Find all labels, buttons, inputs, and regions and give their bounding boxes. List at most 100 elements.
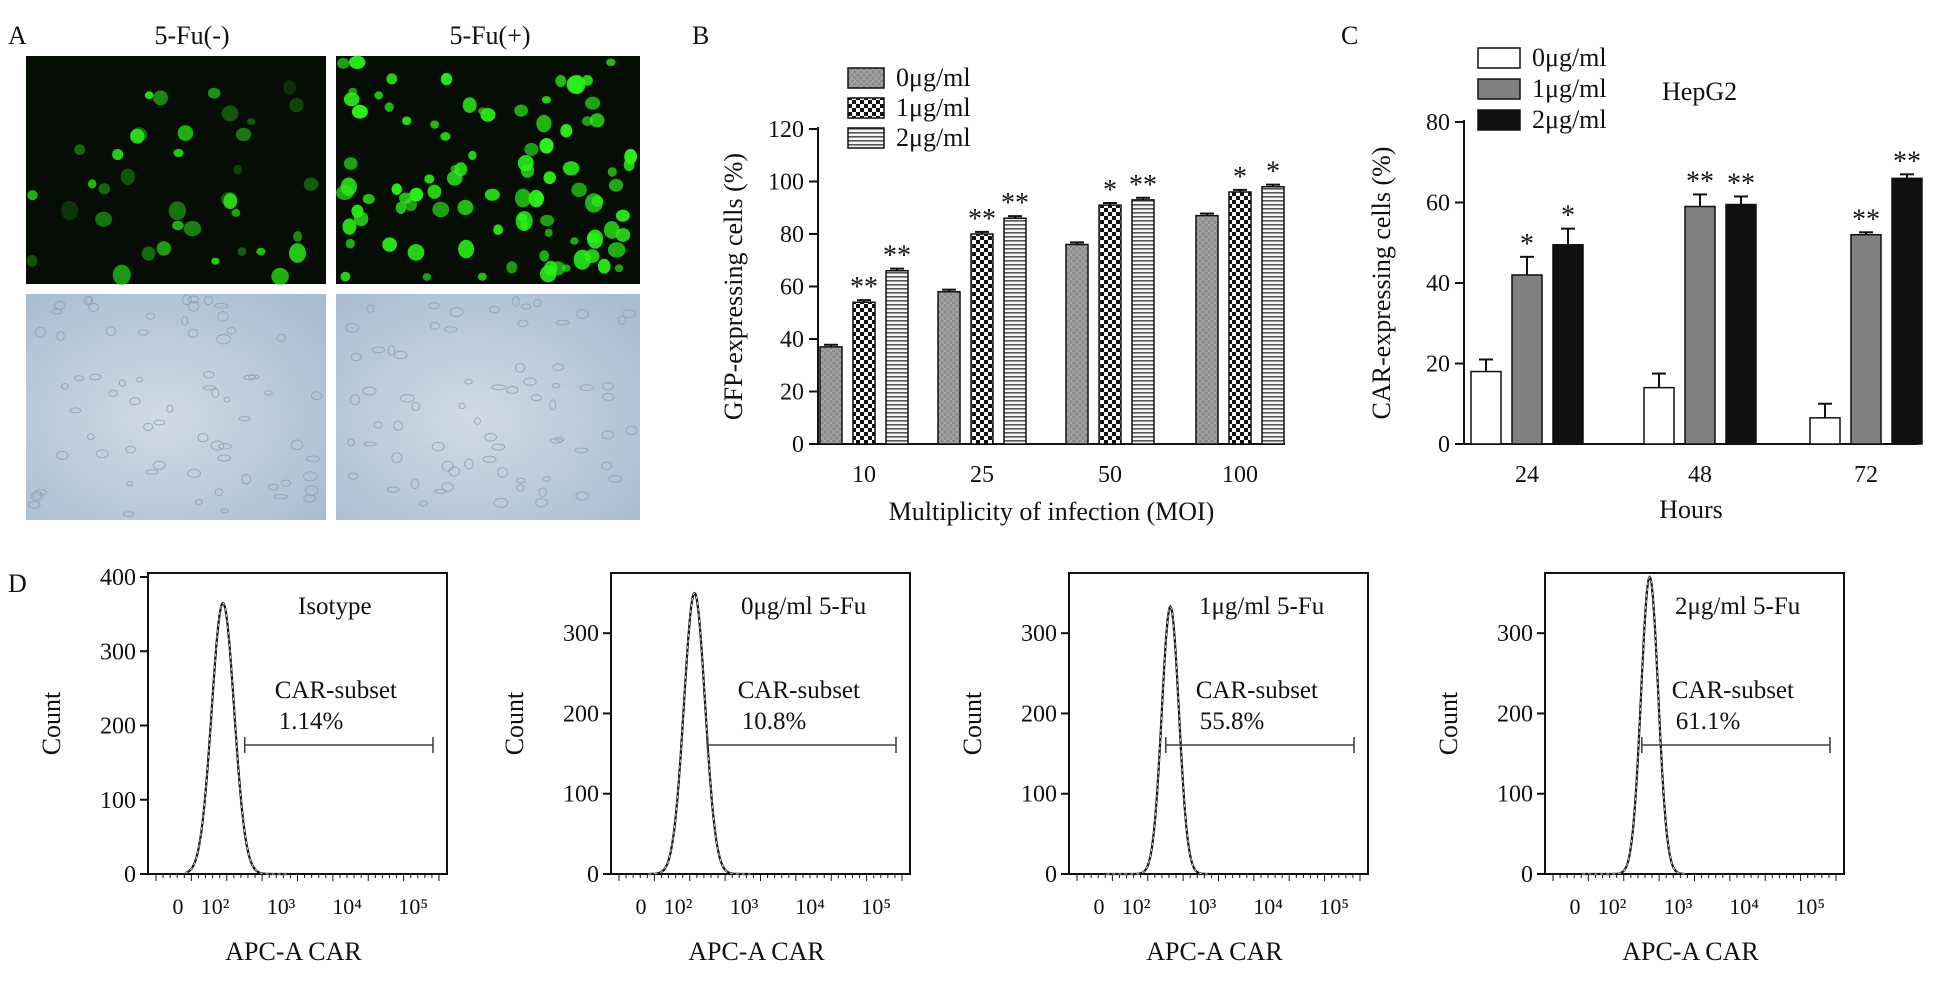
y-tick-label: 100 — [1021, 782, 1057, 808]
significance-mark: * — [1266, 157, 1280, 188]
bar — [970, 233, 994, 445]
x-tick-label: 0 — [173, 894, 184, 919]
brightfield-cell — [533, 298, 542, 308]
y-tick-label: 0 — [124, 862, 136, 888]
fluorescent-cell — [343, 92, 360, 107]
y-tick-label: 300 — [1021, 621, 1057, 647]
y-tick-label: 40 — [780, 327, 804, 353]
brightfield-cell — [122, 511, 135, 517]
brightfield-cell — [549, 399, 557, 411]
brightfield-cell — [482, 455, 497, 463]
fluorescent-cell — [450, 165, 460, 173]
fluorescent-cell — [581, 75, 593, 86]
gate-percent: 1.14% — [279, 708, 344, 735]
y-tick-label: 100 — [768, 170, 804, 196]
brightfield-cell — [217, 311, 229, 322]
x-tick-label: 100 — [1222, 462, 1258, 488]
brightfield-cell — [347, 438, 355, 447]
brightfield-cell — [579, 384, 595, 392]
brightfield-cell — [145, 312, 156, 320]
fluorescent-cell — [61, 200, 79, 221]
fluorescent-cell — [506, 261, 518, 274]
y-tick-label: 200 — [100, 714, 136, 740]
brightfield-cell — [310, 391, 323, 401]
fluorescent-cell — [144, 91, 154, 100]
brightfield-cell — [56, 450, 69, 460]
gate-label: CAR-subset — [1672, 677, 1794, 704]
brightfield-cell — [484, 433, 498, 442]
chart-d: D 0 100 200 300 400 0 10² 10³ 10⁴ 10⁵ Count APC-A CA… — [8, 565, 1845, 966]
fluor-cells-control — [26, 80, 319, 286]
fluorescent-cell — [343, 157, 358, 170]
brightfield-cell — [363, 441, 377, 447]
fluorescent-cell — [342, 218, 357, 235]
brightfield-cell — [304, 485, 319, 496]
brightfield-cell — [410, 478, 419, 490]
fluorescent-cell — [120, 168, 135, 185]
bar — [1684, 205, 1716, 445]
col-label-treated: 5-Fu(+) — [449, 21, 530, 50]
brightfield-cell — [602, 392, 615, 401]
fluorescent-cell — [568, 74, 586, 95]
fluorescent-cell — [345, 238, 355, 249]
brightfield-cell — [538, 487, 548, 498]
y-axis-label: Count — [37, 691, 66, 755]
brightfield-cell — [393, 420, 404, 431]
brightfield-cell — [280, 479, 291, 487]
fluorescent-cell — [402, 116, 412, 126]
bar — [819, 346, 843, 445]
brightfield-cell — [350, 352, 362, 362]
x-tick-label: 0 — [1570, 894, 1581, 919]
brightfield-cell — [187, 328, 199, 338]
brightfield-cell — [86, 433, 95, 441]
brightfield-cell — [386, 486, 400, 493]
brightfield-cell — [601, 461, 613, 471]
x-tick-label: 10⁵ — [861, 894, 891, 919]
fluorescent-cell — [427, 184, 442, 199]
fluorescent-cell — [585, 193, 603, 213]
y-tick-label: 120 — [768, 117, 804, 143]
fluorescent-cell — [362, 193, 375, 205]
brightfield-cell — [187, 468, 202, 478]
brightfield-cell — [617, 315, 627, 325]
x-tick-label: 10⁵ — [398, 894, 428, 919]
x-tick-label: 10 — [852, 462, 876, 488]
fluorescent-cell — [391, 183, 402, 195]
brightfield-cell — [273, 494, 288, 500]
brightfield-cell — [493, 497, 509, 508]
significance-mark: ** — [1852, 204, 1880, 235]
brightfield-cell — [576, 309, 589, 320]
bar — [1261, 186, 1285, 445]
fluorescent-cell — [468, 150, 477, 161]
bar — [1065, 243, 1089, 445]
fluorescent-cell — [407, 244, 425, 261]
fluorescent-cell — [543, 171, 556, 185]
brightfield-cell — [126, 481, 134, 487]
panel-letter: C — [1341, 21, 1358, 50]
panel-letter: D — [8, 569, 27, 598]
brightfield-cell — [458, 402, 466, 410]
y-axis-label: CAR-expressing cells (%) — [1367, 147, 1396, 420]
fluorescent-cell — [540, 265, 557, 283]
brightfield-cell — [542, 476, 551, 482]
fluorescent-cell — [340, 271, 351, 282]
fluorescent-cell — [173, 148, 184, 158]
brightfield-cell — [61, 383, 69, 390]
brightfield-cell — [441, 482, 454, 492]
brightfield-cell — [125, 445, 136, 454]
brightfield-cell — [34, 488, 47, 496]
brightfield-cell — [108, 389, 118, 397]
brightfield-cell — [264, 390, 273, 396]
brightfield-cell — [431, 441, 445, 452]
bar — [1891, 177, 1923, 445]
brightfield-cell — [345, 322, 360, 333]
histogram-curve-dashes — [648, 592, 751, 875]
fluorescent-cell — [384, 102, 394, 112]
brightfield-cell — [441, 460, 454, 472]
fluorescent-cell — [581, 116, 593, 127]
histogram-curve — [648, 591, 751, 876]
brightfield-cell — [187, 301, 200, 312]
brightfield-cell — [153, 419, 166, 426]
sample-label: 2μg/ml 5-Fu — [1675, 593, 1801, 620]
fluorescent-cell — [623, 158, 635, 172]
